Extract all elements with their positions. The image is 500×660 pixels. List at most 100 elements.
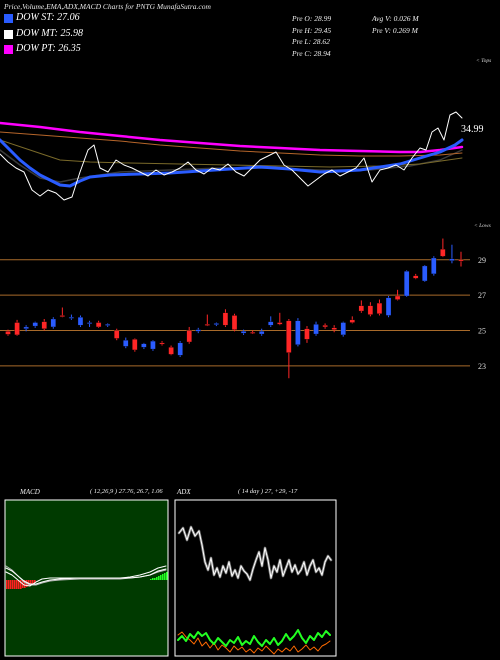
candle-body [440, 248, 446, 257]
candle-body [68, 317, 75, 319]
macd-histogram-bar [158, 576, 160, 580]
stat-pre-volume: Pre V: 0.269 M [372, 26, 418, 35]
stat-pre-low: Pre L: 28.62 [292, 37, 330, 46]
candle [259, 328, 265, 336]
macd-histogram-bar [18, 580, 20, 589]
candle [286, 318, 292, 379]
macd-histogram-bar [6, 580, 8, 589]
candle-body [458, 259, 464, 262]
macd-histogram-bar [10, 580, 12, 589]
candle-body [59, 315, 66, 317]
candle-body [123, 340, 129, 347]
candle-body [159, 342, 165, 345]
macd-histogram-bar [150, 579, 152, 580]
candle [213, 322, 220, 327]
price-tick-label: 29 [478, 256, 486, 265]
candle-body [23, 326, 29, 329]
candle-body [349, 319, 355, 323]
candle [150, 340, 156, 351]
macd-histogram-bar [160, 575, 162, 580]
candle [413, 273, 419, 280]
candle-body [177, 342, 183, 356]
candle-body [385, 297, 392, 316]
candle-body [331, 327, 337, 330]
candle-body [304, 328, 310, 340]
candle-body [14, 322, 20, 336]
candle [458, 251, 464, 267]
macd-histogram-bar [14, 580, 16, 589]
candle [68, 314, 75, 320]
candle-body [367, 305, 374, 315]
candle-body [41, 321, 47, 329]
candle-body [422, 265, 428, 282]
macd-histogram-bar [156, 577, 158, 580]
candle-body [268, 321, 274, 326]
legend-label: DOW MT: 25.98 [16, 28, 83, 39]
candle [277, 312, 283, 326]
adx-title: ADX [177, 488, 191, 496]
macd-line [5, 565, 167, 587]
candle [14, 319, 20, 336]
candle [141, 342, 147, 350]
legend-label: DOW PT: 26.35 [16, 43, 81, 54]
candle-body [213, 323, 220, 325]
candle [304, 326, 310, 343]
candle [358, 300, 364, 313]
macd-histogram-bar [12, 580, 14, 589]
candle-body [358, 305, 364, 312]
macd-histogram-bar [34, 580, 36, 583]
stat-avg-volume: Avg V: 0.026 M [372, 14, 419, 23]
candle-body [105, 324, 111, 326]
candle [86, 320, 93, 327]
candle-body [340, 322, 346, 336]
candle [295, 318, 301, 347]
candle-body [222, 312, 229, 326]
legend-label: DOW ST: 27.06 [16, 12, 80, 23]
macd-histogram-bar [20, 580, 22, 589]
candle-body [204, 324, 210, 326]
candle [5, 329, 11, 336]
candle [23, 325, 29, 332]
price-panel: 29 27 25 23 [0, 238, 486, 379]
macd-signal-line [5, 567, 167, 585]
macd-params: ( 12,26,9 ) 27.76, 26.7, 1.06 [90, 488, 163, 495]
candle [240, 329, 247, 335]
candle-body [394, 295, 401, 300]
candle-body [286, 320, 292, 353]
candle [159, 341, 165, 346]
candle [313, 321, 319, 336]
candle [32, 321, 38, 328]
candle [331, 325, 337, 333]
candle-body [114, 330, 120, 339]
stat-pre-close: Pre C: 28.94 [292, 49, 331, 58]
price-tick-label: 27 [478, 291, 486, 300]
candle [268, 316, 274, 327]
candle [422, 265, 428, 282]
ema-olive-line [0, 139, 463, 168]
stat-pre-high: Pre H: 29.45 [292, 26, 332, 35]
candle [95, 320, 102, 328]
macd-histogram-bar [30, 580, 32, 585]
candle [431, 256, 437, 276]
ema-blue-line [0, 138, 464, 188]
adx-panel-frame [174, 499, 337, 657]
candle-body [32, 322, 38, 327]
macd-histogram-bar [8, 580, 10, 589]
macd-histogram-bar [154, 578, 156, 580]
candle [222, 309, 229, 327]
macd-histogram-bar [162, 574, 164, 580]
adx-minus-di-line [177, 631, 331, 655]
candle-body [186, 330, 192, 343]
candle [322, 323, 328, 329]
macd-title: MACD [20, 488, 40, 496]
candle [231, 313, 238, 332]
candle [403, 270, 410, 297]
candle-body [132, 339, 138, 351]
ema-brown-line [0, 131, 463, 157]
legend-swatch-blue [4, 14, 13, 23]
ema-panel [0, 111, 464, 201]
price-corner-label: < Lows [474, 223, 491, 229]
candle [440, 238, 446, 258]
adx-plus-di-line [177, 629, 331, 647]
